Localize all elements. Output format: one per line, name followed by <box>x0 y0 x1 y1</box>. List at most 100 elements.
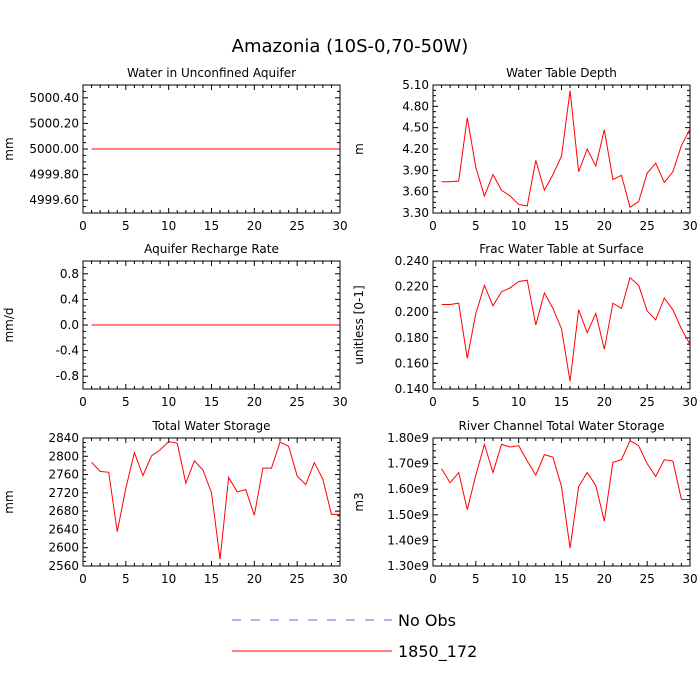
x-tick-label: 0 <box>429 219 437 233</box>
panel-3: Aquifer Recharge Rate mm/d 0 5 10 15 20 25 30 -0.… <box>2 242 348 409</box>
x-tick-label: 0 <box>79 395 87 409</box>
x-tick-label: 15 <box>204 572 219 586</box>
legend-label: No Obs <box>398 611 456 630</box>
y-tick-label: 4.80 <box>402 99 429 113</box>
y-tick-label: 1.70e9 <box>387 457 429 471</box>
y-tick-label: 3.60 <box>402 185 429 199</box>
plot-frame <box>82 260 341 390</box>
y-tick-label: 0.4 <box>60 292 79 306</box>
x-tick-label: 30 <box>682 572 697 586</box>
y-tick-label: 4.50 <box>402 121 429 135</box>
x-tick-label: 20 <box>597 572 612 586</box>
x-tick-label: 5 <box>472 219 480 233</box>
panel-title: Water Table Depth <box>506 66 617 80</box>
y-tick-label: 2600 <box>48 541 79 555</box>
x-tick-label: 20 <box>247 219 262 233</box>
x-tick-label: 10 <box>161 395 176 409</box>
y-tick-label: 4999.80 <box>29 168 79 182</box>
x-tick-label: 30 <box>682 395 697 409</box>
panel-title: Total Water Storage <box>151 419 270 433</box>
y-tick-label: -0.4 <box>56 344 79 358</box>
x-tick-label: 25 <box>640 395 655 409</box>
y-tick-label: 1.40e9 <box>387 533 429 547</box>
y-tick-label: 0.140 <box>395 382 429 396</box>
x-tick-label: 15 <box>554 395 569 409</box>
x-tick-label: 30 <box>332 219 347 233</box>
y-tick-label: 3.90 <box>402 163 429 177</box>
figure-title: Amazonia (10S-0,70-50W) <box>232 36 469 57</box>
panel-5: Total Water Storage mm 0 5 10 15 20 25 30 2560 260… <box>2 419 348 586</box>
y-tick-label: 2720 <box>48 486 79 500</box>
y-tick-label: 3.30 <box>402 206 429 220</box>
panel-2: Water Table Depth m 0 5 10 15 20 25 30 3.30 3.60 3.… <box>352 66 698 233</box>
y-tick-label: 1.50e9 <box>387 508 429 522</box>
x-tick-label: 30 <box>682 219 697 233</box>
y-axis-label: mm <box>2 137 16 160</box>
series-line <box>91 441 340 560</box>
x-tick-label: 10 <box>161 572 176 586</box>
x-tick-label: 5 <box>122 395 130 409</box>
plot-frame <box>432 84 691 214</box>
y-tick-label: 5000.20 <box>29 116 79 130</box>
x-tick-label: 5 <box>472 572 480 586</box>
y-tick-label: 2560 <box>48 559 79 573</box>
y-axis-label: m3 <box>352 492 366 511</box>
panel-title: Frac Water Table at Surface <box>479 242 643 256</box>
y-tick-label: 2640 <box>48 522 79 536</box>
panel-title: River Channel Total Water Storage <box>458 419 664 433</box>
panel-1: Water in Unconfined Aquifer mm 0 5 10 15 20 25 3… <box>2 66 348 233</box>
x-tick-label: 0 <box>429 395 437 409</box>
x-tick-label: 30 <box>332 572 347 586</box>
plot-frame <box>432 437 691 567</box>
series-line <box>441 439 690 549</box>
x-tick-label: 10 <box>161 219 176 233</box>
y-tick-label: 0.200 <box>395 305 429 319</box>
x-tick-label: 20 <box>247 572 262 586</box>
y-tick-label: 4.20 <box>402 142 429 156</box>
panel-title: Water in Unconfined Aquifer <box>127 66 296 80</box>
y-tick-label: 0.240 <box>395 254 429 268</box>
y-tick-label: 2760 <box>48 468 79 482</box>
series-line <box>441 276 691 382</box>
y-tick-label: 1.60e9 <box>387 482 429 496</box>
series-line <box>441 90 691 209</box>
panel-6: River Channel Total Water Storage m3 0 5 10 1… <box>352 419 698 586</box>
y-tick-label: 0.180 <box>395 331 429 345</box>
x-tick-label: 25 <box>290 219 305 233</box>
legend: No Obs 1850_172 <box>232 611 477 662</box>
x-tick-label: 25 <box>640 572 655 586</box>
x-tick-label: 15 <box>554 572 569 586</box>
x-tick-label: 10 <box>511 219 526 233</box>
x-tick-label: 10 <box>511 395 526 409</box>
x-tick-label: 30 <box>332 395 347 409</box>
y-tick-label: 5000.00 <box>29 142 79 156</box>
x-tick-label: 10 <box>511 572 526 586</box>
y-axis-label: mm/d <box>2 307 16 342</box>
y-axis-label: m <box>352 143 366 155</box>
y-tick-label: 5000.40 <box>29 91 79 105</box>
panel-title: Aquifer Recharge Rate <box>144 242 279 256</box>
y-tick-label: 5.10 <box>402 78 429 92</box>
x-tick-label: 15 <box>204 395 219 409</box>
y-axis-label: mm <box>2 490 16 513</box>
y-tick-label: 1.30e9 <box>387 559 429 573</box>
y-tick-label: 2840 <box>48 431 79 445</box>
y-tick-label: 4999.60 <box>29 193 79 207</box>
x-tick-label: 5 <box>122 219 130 233</box>
plot-frame <box>432 260 691 390</box>
x-tick-label: 20 <box>247 395 262 409</box>
x-tick-label: 5 <box>472 395 480 409</box>
x-tick-label: 25 <box>290 572 305 586</box>
chart-panels: Water in Unconfined Aquifer mm 0 5 10 15 20 25 3… <box>2 66 698 586</box>
x-tick-label: 0 <box>429 572 437 586</box>
y-tick-label: 0.160 <box>395 356 429 370</box>
y-tick-label: 2680 <box>48 504 79 518</box>
y-axis-label: unitless [0-1] <box>352 285 366 364</box>
x-tick-label: 20 <box>597 395 612 409</box>
y-tick-label: 0.220 <box>395 280 429 294</box>
plot-frame <box>82 437 341 567</box>
y-tick-label: -0.8 <box>56 369 79 383</box>
x-tick-label: 20 <box>597 219 612 233</box>
y-tick-label: 0.0 <box>60 318 79 332</box>
